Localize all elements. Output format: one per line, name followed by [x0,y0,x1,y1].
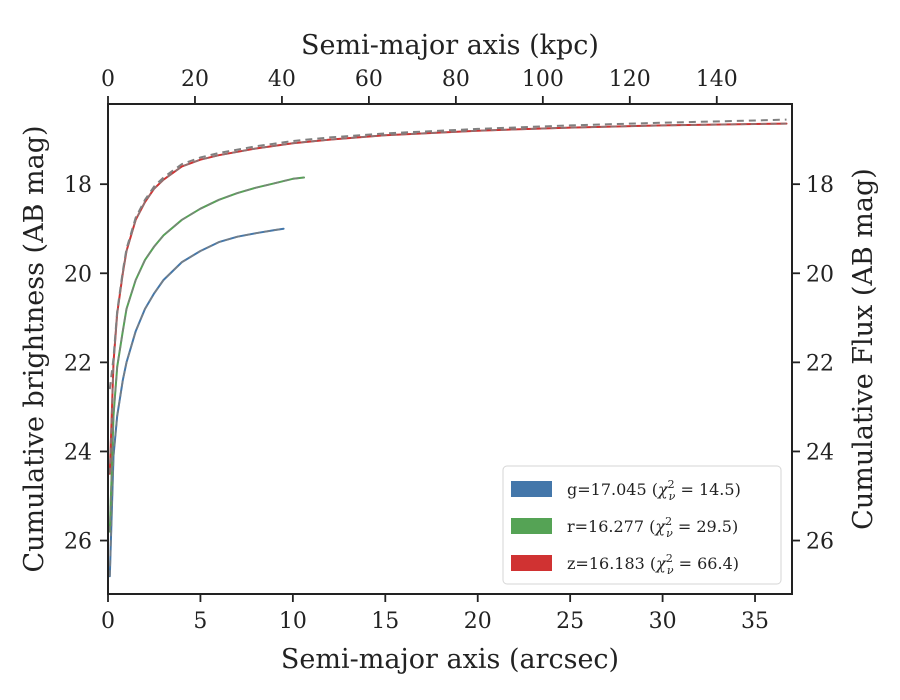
x-tick-label-6: 30 [649,609,677,634]
right-tick-label-2: 22 [806,351,834,376]
plot-frame [107,103,793,595]
top-tick-label-1: 20 [181,67,209,92]
x-tick-label-3: 15 [371,609,399,634]
series-line-1 [108,176,305,533]
top-axis-title: Semi-major axis (kpc) [301,30,599,61]
top-tick-label-5: 100 [522,67,564,92]
legend-swatch-0 [511,481,552,497]
y-tick-label-0: 18 [64,173,92,198]
legend-swatch-1 [511,518,552,534]
y-axis-title: Cumulative brightness (AB mag) [19,125,50,572]
model-line-0 [108,227,284,577]
top-tick-label-6: 120 [609,67,651,92]
legend-box [502,465,782,585]
x-tick-label-4: 20 [464,609,492,634]
top-tick-label-0: 0 [101,67,115,92]
top-tick-label-2: 40 [268,67,296,92]
x-axis-title: Semi-major axis (arcsec) [281,644,619,675]
legend-label-2: z=16.183 (χ2 ν = 66.4) [567,552,739,577]
ticks-layer: 0 5 10 15 20 25 30 35 0 20 40 60 80 100 120 140 18 18 20 20… [64,67,834,634]
x-tick-label-1: 5 [193,609,207,634]
x-tick-label-0: 0 [101,609,115,634]
right-tick-label-3: 24 [806,440,834,465]
legend-swatch-2 [511,555,552,571]
x-tick-label-7: 35 [741,609,769,634]
top-tick-label-4: 80 [442,67,470,92]
right-tick-label-4: 26 [806,530,834,555]
legend-label-1: r=16.277 (χ2 ν = 29.5) [567,515,738,540]
right-axis-title: Cumulative Flux (AB mag) [848,168,879,530]
x-tick-label-2: 10 [279,609,307,634]
curves-layer [108,118,788,578]
model-line-total [108,118,787,390]
legend: g=17.045 (χ2 ν = 14.5) r=16.277 (χ2 ν = 29.… [502,465,782,585]
right-tick-label-1: 20 [806,262,834,287]
y-tick-label-4: 26 [64,530,92,555]
y-tick-label-1: 20 [64,262,92,287]
legend-label-0: g=17.045 (χ2 ν = 14.5) [567,478,741,503]
right-tick-label-0: 18 [806,173,834,198]
top-tick-label-7: 140 [696,67,738,92]
y-tick-label-3: 24 [64,440,92,465]
y-tick-label-2: 22 [64,351,92,376]
x-tick-label-5: 25 [556,609,584,634]
top-tick-label-3: 60 [355,67,383,92]
